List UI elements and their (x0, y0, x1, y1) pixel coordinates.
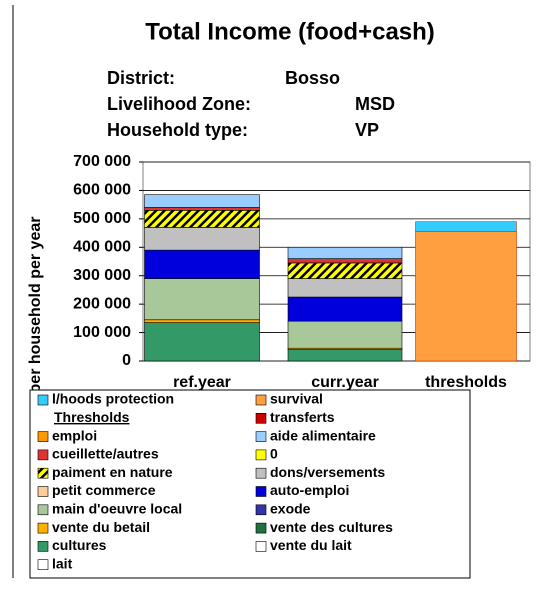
info-label: Household type: (107, 120, 248, 140)
legend-swatch (37, 559, 49, 571)
legend-label: vente des cultures (270, 519, 393, 535)
bar-segment (144, 227, 260, 251)
bar-segment (144, 322, 260, 362)
legend-label: vente du betail (52, 519, 150, 535)
legend-label: cultures (52, 537, 107, 553)
legend-label: dons/versements (270, 464, 385, 480)
bar-segment (144, 194, 260, 208)
legend-label: l/hoods protection (52, 391, 174, 407)
legend-swatch (255, 504, 267, 516)
bar-segment (144, 319, 260, 323)
legend-swatch (255, 394, 267, 406)
y-tick-label: 100 000 (73, 324, 131, 341)
y-tick-label: 500 000 (73, 210, 131, 227)
bar-segment (287, 320, 403, 349)
info-value: VP (355, 120, 379, 140)
legend-swatch (37, 486, 49, 497)
x-tick-label: thresholds (425, 374, 507, 391)
legend-swatch (255, 412, 267, 424)
bar-segment (287, 349, 403, 362)
legend-label: cueillette/autres (52, 446, 159, 462)
y-tick-label: 0 (122, 352, 131, 369)
y-tick-label: 400 000 (73, 239, 131, 256)
legend-label: survival (270, 391, 323, 407)
legend-swatch (37, 394, 49, 406)
bar-segment (287, 278, 403, 298)
info-label: District: (107, 68, 175, 88)
legend-header: Thresholds (54, 409, 130, 425)
legend-label: aide alimentaire (270, 427, 376, 443)
legend-swatch (255, 431, 267, 442)
legend-swatch (37, 431, 49, 442)
y-tick-label: 600 000 (73, 182, 131, 199)
legend-label: transferts (270, 409, 335, 425)
legend-swatch (37, 449, 49, 461)
legend-swatch (37, 467, 49, 479)
legend-swatch (37, 504, 49, 516)
bar-segment (144, 210, 260, 228)
legend-label: auto-emploi (270, 482, 349, 498)
legend-label: lait (52, 555, 73, 571)
legend-box (29, 389, 471, 579)
bar-segment (144, 249, 260, 279)
bar-segment (287, 258, 403, 264)
y-axis-label: per household per year (27, 217, 44, 394)
bar-segment (287, 296, 403, 322)
info-label: Livelihood Zone: (107, 94, 251, 114)
bar-segment (287, 262, 403, 279)
x-tick-label: ref.year (173, 374, 231, 391)
legend-swatch (255, 522, 267, 534)
info-value: MSD (355, 94, 395, 114)
y-tick-label: 300 000 (73, 267, 131, 284)
legend-swatch (255, 486, 267, 497)
chart-title: Total Income (food+cash) (145, 18, 435, 45)
bar-segment (144, 207, 260, 211)
bar-segment (144, 278, 260, 321)
legend-label: vente du lait (270, 537, 352, 553)
y-tick-label: 700 000 (73, 153, 131, 170)
legend-label: main d'oeuvre local (52, 501, 182, 517)
bar-segment (415, 231, 517, 362)
y-tick-label: 200 000 (73, 295, 131, 312)
legend-swatch (255, 449, 267, 461)
legend-swatch (37, 522, 49, 534)
legend-swatch (255, 541, 267, 552)
legend-label: 0 (270, 446, 278, 462)
legend-label: exode (270, 501, 311, 517)
legend-label: petit commerce (52, 482, 156, 498)
info-value: Bosso (285, 68, 340, 88)
bar-segment (287, 246, 403, 259)
legend-swatch (37, 541, 49, 552)
bar-segment (415, 221, 517, 232)
legend-label: emploi (52, 427, 97, 443)
legend-label: paiment en nature (52, 464, 173, 480)
x-tick-label: curr.year (311, 374, 379, 391)
legend-swatch (255, 467, 267, 479)
